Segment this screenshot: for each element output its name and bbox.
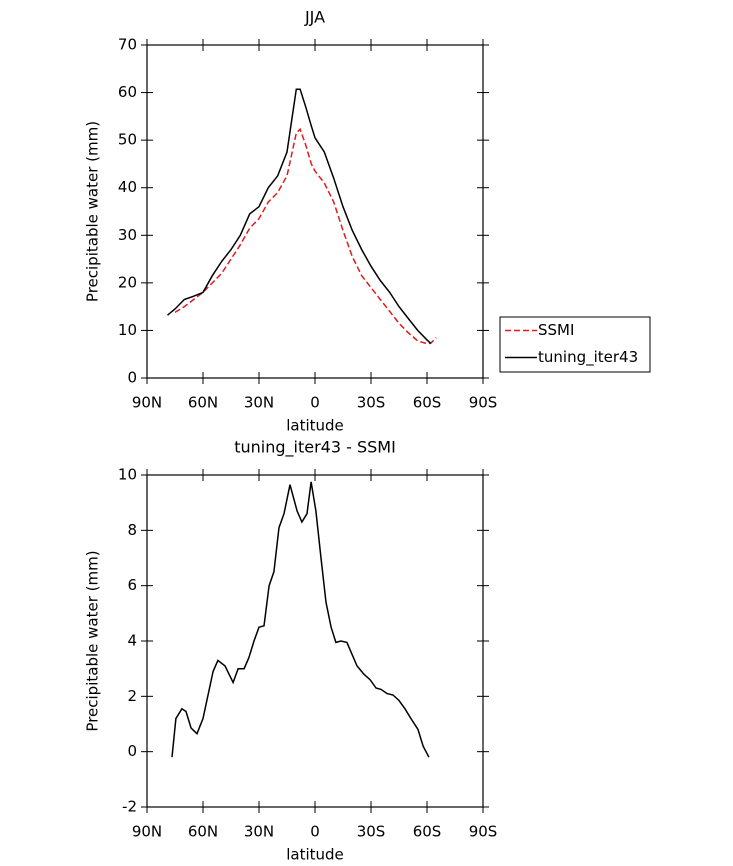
y-tick-label: 70 — [118, 36, 137, 54]
plot-frame — [146, 44, 484, 379]
legend-label: SSMI — [538, 321, 574, 339]
y-tick-label: 10 — [118, 321, 137, 339]
y-tick-label: 20 — [118, 273, 137, 291]
y-tick-label: 60 — [118, 83, 137, 101]
y-tick-label: 2 — [127, 687, 137, 705]
x-tick-label: 60N — [188, 823, 218, 841]
x-tick-label: 60S — [413, 394, 442, 412]
x-tick-label: 90S — [469, 823, 498, 841]
data-line — [174, 127, 437, 345]
legend-label: tuning_iter43 — [538, 348, 638, 367]
y-axis-label: Precipitable water (mm) — [84, 550, 102, 731]
data-line — [167, 88, 432, 344]
x-tick-label: 0 — [310, 823, 320, 841]
x-tick-label: 60N — [188, 394, 218, 412]
y-tick-label: 10 — [118, 466, 137, 484]
x-axis-label: latitude — [286, 417, 344, 435]
x-tick-label: 0 — [310, 394, 320, 412]
y-tick-label: 0 — [127, 742, 137, 760]
y-tick-label: 6 — [127, 576, 137, 594]
data-line — [171, 481, 430, 758]
y-tick-label: 4 — [127, 632, 137, 650]
x-tick-label: 90N — [132, 823, 162, 841]
y-tick-label: 40 — [118, 178, 137, 196]
x-tick-label: 60S — [413, 823, 442, 841]
x-tick-label: 90S — [469, 394, 498, 412]
y-tick-label: -2 — [122, 798, 137, 816]
y-tick-label: 50 — [118, 131, 137, 149]
x-tick-label: 30N — [244, 394, 274, 412]
legend-box — [499, 316, 651, 373]
y-tick-label: 8 — [127, 521, 137, 539]
x-tick-label: 30N — [244, 823, 274, 841]
y-axis-label: Precipitable water (mm) — [84, 121, 102, 302]
chart-title: tuning_iter43 - SSMI — [234, 438, 396, 458]
plot-frame — [146, 474, 484, 808]
x-axis-label: latitude — [286, 846, 344, 864]
y-tick-label: 0 — [127, 369, 137, 387]
y-tick-label: 30 — [118, 226, 137, 244]
x-tick-label: 90N — [132, 394, 162, 412]
x-tick-label: 30S — [357, 823, 386, 841]
chart-title: JJA — [304, 8, 325, 27]
x-tick-label: 30S — [357, 394, 386, 412]
